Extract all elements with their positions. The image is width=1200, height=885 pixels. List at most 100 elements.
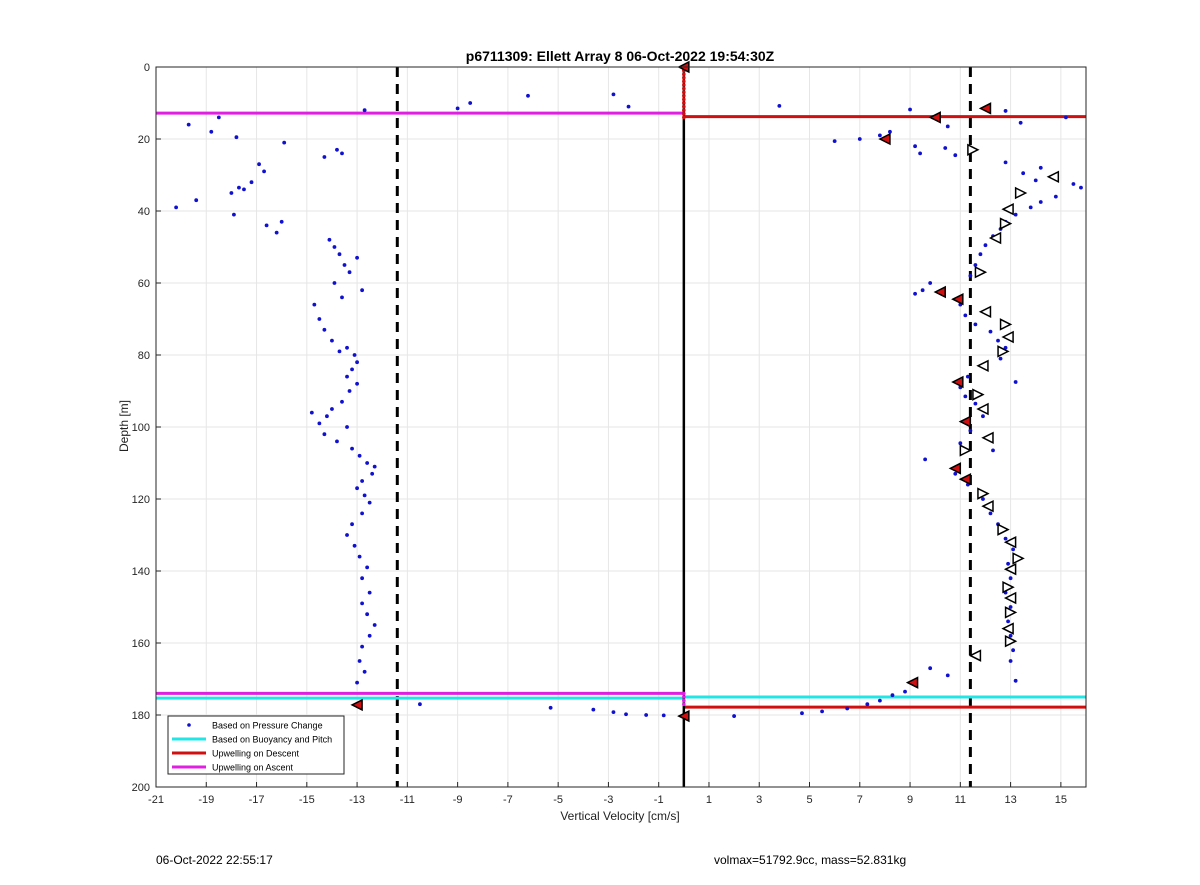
y-axis-ticks: 0 20 40 60 80 100 120 140 160 180 200 [132, 62, 161, 794]
zero-line-marker [682, 72, 686, 76]
plot-frame [155, 66, 1087, 788]
pressure-point [355, 360, 359, 365]
pressure-point [335, 147, 339, 152]
pressure-point [591, 707, 596, 712]
pressure-point [365, 565, 370, 570]
pressure-point [355, 255, 359, 260]
pressure-change-points [174, 65, 1083, 718]
pressure-point [249, 180, 254, 185]
pressure-point [317, 317, 322, 321]
x-tick-label: -19 [198, 794, 214, 806]
pressure-point [325, 414, 329, 419]
pressure-point [1013, 380, 1018, 384]
pressure-point [322, 155, 327, 159]
pressure-point [877, 698, 882, 703]
ascent-marker [1002, 580, 1015, 594]
x-tick-label: -11 [400, 794, 415, 806]
zero-line-marker [682, 79, 686, 84]
pressure-point [945, 673, 950, 678]
x-tick-label: 9 [907, 794, 913, 806]
pressure-point [468, 101, 473, 105]
reference-lines [156, 67, 1086, 787]
zero-line-marker [682, 695, 686, 699]
grid-lines [155, 66, 1086, 788]
pressure-point [342, 263, 347, 267]
pressure-point [1003, 536, 1008, 541]
pressure-point [820, 709, 824, 714]
pressure-point [888, 129, 892, 134]
pressure-point [367, 590, 372, 595]
zero-line-marker [682, 94, 686, 98]
pressure-point [337, 252, 342, 257]
pressure-point [257, 162, 261, 167]
pressure-point [242, 187, 246, 192]
pressure-point [624, 712, 628, 717]
pressure-point [194, 198, 199, 203]
pressure-point [345, 374, 349, 379]
pressure-point [350, 446, 354, 451]
pressure-point [372, 464, 377, 469]
ascent-marker [1046, 170, 1060, 184]
pressure-point [347, 389, 352, 393]
pressure-point [360, 601, 365, 606]
legend-marker [187, 723, 191, 727]
ascent-marker [999, 318, 1013, 331]
pressure-point [345, 425, 349, 429]
pressure-point [1033, 178, 1038, 183]
pressure-point [1003, 160, 1008, 165]
legend-label: Upwelling on Descent [212, 749, 300, 759]
pressure-point [973, 401, 978, 406]
pressure-point [317, 421, 322, 426]
pressure-point [890, 693, 895, 698]
pressure-point [973, 263, 978, 267]
ascent-marker [972, 388, 985, 401]
pressure-point [996, 338, 1000, 343]
descent-marker [958, 472, 972, 486]
pressure-point [958, 441, 963, 446]
pressure-point [1013, 212, 1018, 217]
descent-marker [677, 709, 690, 723]
legend-box [167, 715, 345, 775]
pressure-point [913, 144, 917, 149]
ascent-marker [968, 649, 982, 662]
ascent-marker [1003, 562, 1017, 576]
zero-line-marker [682, 90, 686, 94]
pressure-point [1011, 648, 1016, 653]
pressure-point [332, 245, 337, 249]
pressure-point [908, 107, 912, 112]
y-tick-label: 180 [132, 710, 150, 722]
pressure-point [845, 706, 850, 711]
pressure-point [1008, 659, 1013, 663]
pressure-point [981, 497, 985, 501]
pressure-point [209, 129, 214, 134]
zero-line-marker [682, 112, 686, 116]
zero-line-marker [682, 698, 686, 703]
ascent-marker [967, 143, 980, 157]
pressure-point [953, 471, 958, 476]
x-tick-label: 13 [1004, 794, 1016, 806]
zero-line-marker [682, 108, 686, 112]
pressure-point [216, 115, 221, 120]
ascent-marker [1003, 535, 1017, 549]
pressure-point [237, 185, 241, 190]
descent-marker [905, 676, 919, 689]
pressure-point [857, 137, 862, 141]
ascent-marker [988, 231, 1002, 245]
pressure-point [360, 511, 365, 516]
pressure-point [335, 439, 339, 444]
pressure-point [611, 92, 616, 97]
zero-line-marker [682, 76, 686, 80]
pressure-point [355, 486, 359, 491]
pressure-point [355, 680, 359, 685]
pressure-point [981, 414, 985, 419]
pressure-point [913, 291, 917, 296]
pressure-point [777, 103, 782, 108]
pressure-point [279, 219, 284, 224]
y-tick-label: 60 [138, 278, 150, 290]
pressure-point [360, 576, 365, 581]
descent-marker [928, 111, 941, 124]
ascent-marker [977, 487, 990, 500]
zero-line-marker [682, 115, 686, 120]
footer-timestamp: 06-Oct-2022 22:55:17 [156, 853, 273, 867]
ascent-marker [978, 305, 992, 319]
